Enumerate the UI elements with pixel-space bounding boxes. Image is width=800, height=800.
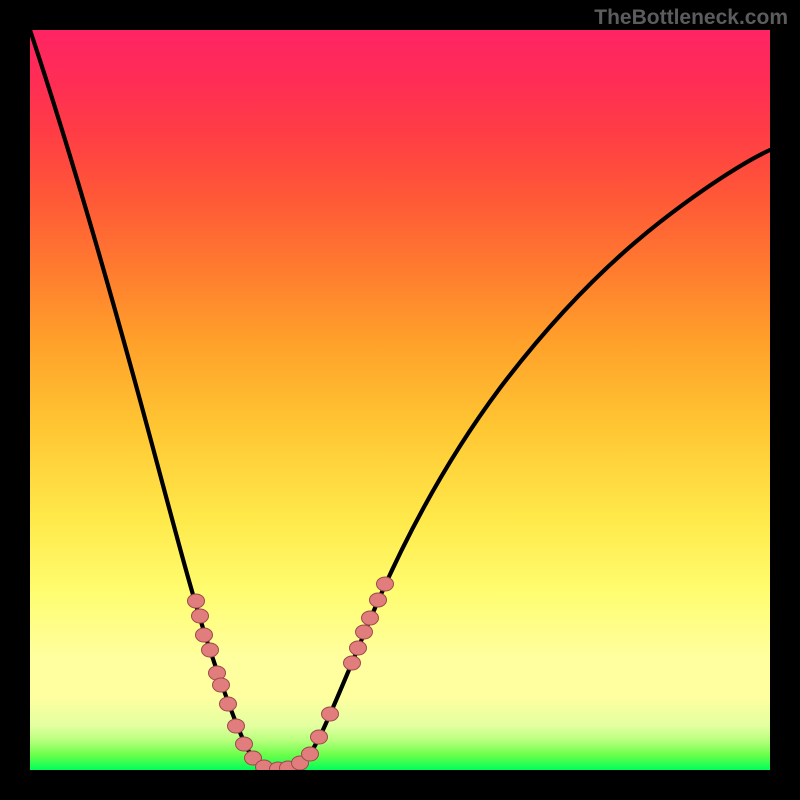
chart-frame: TheBottleneck.com bbox=[0, 0, 800, 800]
curve-marker bbox=[220, 697, 237, 711]
plot-area bbox=[30, 30, 770, 770]
curve-marker bbox=[192, 609, 209, 623]
curve-marker bbox=[322, 707, 339, 721]
curve-markers bbox=[188, 577, 394, 770]
curve-marker bbox=[228, 719, 245, 733]
watermark-text: TheBottleneck.com bbox=[594, 6, 788, 30]
bottleneck-curve bbox=[30, 30, 770, 769]
curve-marker bbox=[202, 643, 219, 657]
curve-marker bbox=[311, 730, 328, 744]
curve-marker bbox=[362, 611, 379, 625]
curve-marker bbox=[350, 641, 367, 655]
curve-marker bbox=[356, 625, 373, 639]
curve-marker bbox=[213, 678, 230, 692]
curve-marker bbox=[196, 628, 213, 642]
curve-marker bbox=[302, 747, 319, 761]
curve-marker bbox=[370, 593, 387, 607]
curve-marker bbox=[188, 594, 205, 608]
curve-marker bbox=[344, 656, 361, 670]
curve-marker bbox=[236, 737, 253, 751]
chart-svg bbox=[30, 30, 770, 770]
curve-marker bbox=[377, 577, 394, 591]
